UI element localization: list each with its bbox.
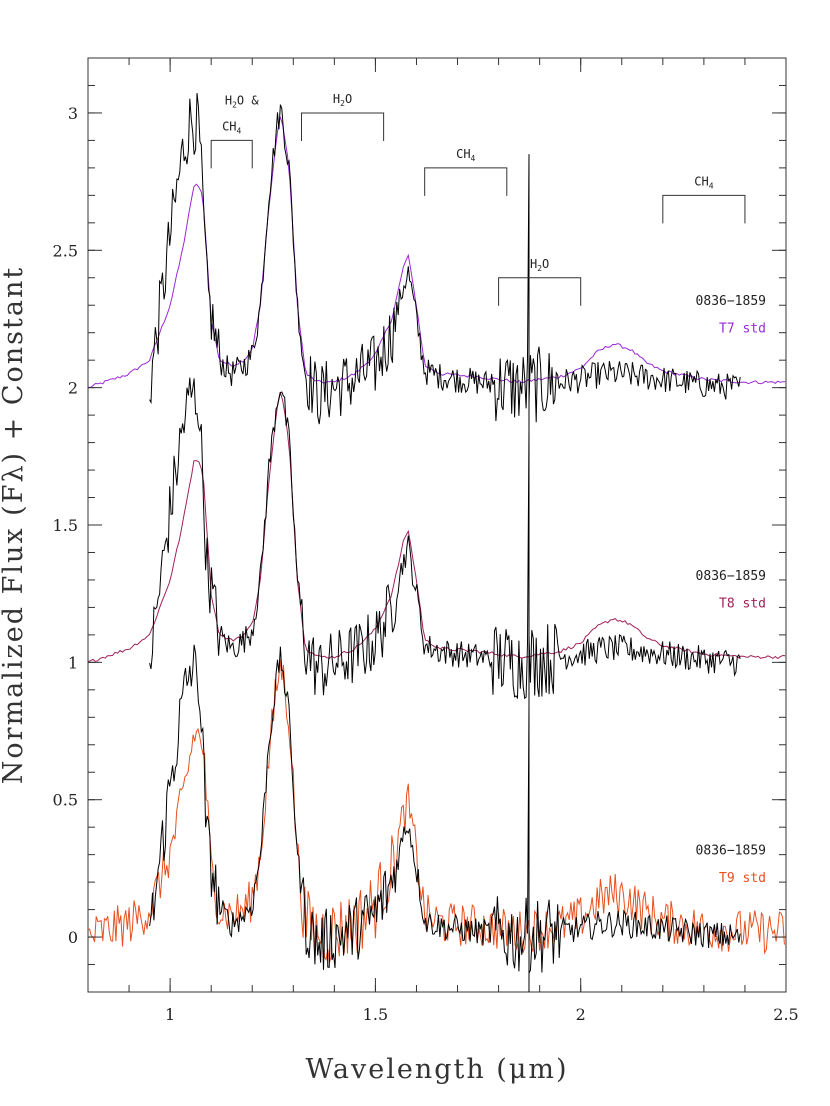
band-label: CH4 — [694, 174, 713, 190]
x-tick-label: 2.5 — [773, 1005, 798, 1024]
band-bracket — [498, 277, 582, 306]
y-tick-label: 2.5 — [53, 241, 78, 260]
target-spectrum-T9 — [149, 644, 741, 992]
band-bracket — [210, 139, 253, 169]
band-label: H2O — [333, 92, 352, 108]
x-tick-label: 1 — [165, 1005, 175, 1024]
y-tick-label: 2 — [68, 379, 78, 398]
target-spectrum-T8 — [149, 377, 741, 814]
band-annotations: H2O & CH4 H2O CH4 H2O CH4 — [210, 92, 746, 306]
y-tick-label: 0 — [68, 928, 78, 947]
band-bracket — [662, 194, 746, 224]
std-spectrum-T7 — [88, 116, 786, 389]
band-label: CH4 — [456, 147, 475, 163]
x-tick-label: 2 — [576, 1005, 586, 1024]
x-tick-label: 1.5 — [363, 1005, 388, 1024]
axis-ticks: 1 1.5 2 2.5 0 0.5 1 1.5 2 2.5 3 — [53, 57, 799, 1024]
band-label: H2O — [530, 257, 549, 273]
band-label: CH4 — [222, 119, 241, 135]
y-tick-label: 3 — [68, 104, 78, 123]
std-name-label: T8 std — [719, 596, 766, 611]
x-axis-title: Wavelength (μm) — [305, 1054, 568, 1085]
band-bracket — [424, 167, 508, 196]
band-bracket — [301, 112, 385, 141]
y-axis-title: Normalized Flux (Fλ) + Constant — [0, 266, 29, 784]
spectra-group — [88, 93, 786, 992]
target-spectrum-T7 — [149, 93, 741, 539]
y-tick-label: 1.5 — [53, 516, 78, 535]
std-spectrum-T9 — [88, 659, 785, 963]
std-name-label: T7 std — [719, 322, 766, 337]
target-name-label: 0836−1859 — [696, 569, 766, 584]
band-label: H2O & — [225, 93, 260, 109]
target-name-label: 0836−1859 — [696, 844, 766, 859]
y-tick-label: 1 — [68, 653, 78, 672]
std-name-label: T9 std — [719, 871, 766, 886]
series-labels: 0836−1859 T7 std 0836−1859 T8 std 0836−1859 T… — [696, 294, 766, 886]
plot-frame — [87, 57, 787, 993]
target-name-label: 0836−1859 — [696, 294, 766, 309]
std-spectrum-T8 — [88, 391, 786, 663]
y-tick-label: 0.5 — [53, 791, 78, 810]
